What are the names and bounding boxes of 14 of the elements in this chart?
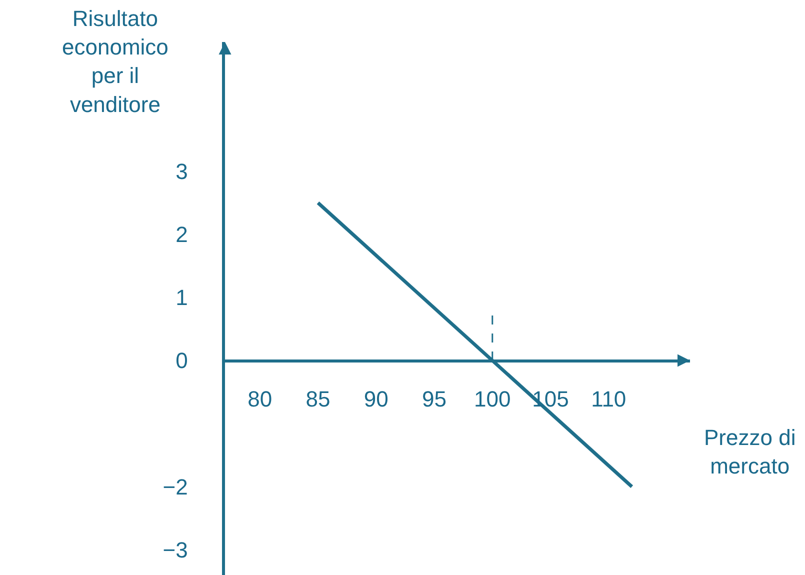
- y-tick-label: 2: [176, 222, 188, 248]
- x-tick-label: 95: [422, 386, 446, 412]
- x-tick-label: 80: [248, 386, 272, 412]
- x-tick-label: 100: [474, 386, 511, 412]
- x-tick-label: 110: [591, 386, 626, 412]
- y-tick-label: 1: [176, 285, 188, 310]
- y-tick-label: 3: [176, 159, 188, 184]
- y-axis-title: Risultato economico per il venditore: [62, 6, 168, 117]
- y-tick-label: 0: [176, 348, 188, 374]
- x-tick-label: 85: [306, 386, 330, 412]
- y-tick-label: −3: [162, 537, 188, 562]
- y-tick-label: −2: [162, 474, 188, 500]
- x-axis-title: Prezzo di mercato: [704, 425, 796, 479]
- x-tick-label: 90: [364, 386, 388, 412]
